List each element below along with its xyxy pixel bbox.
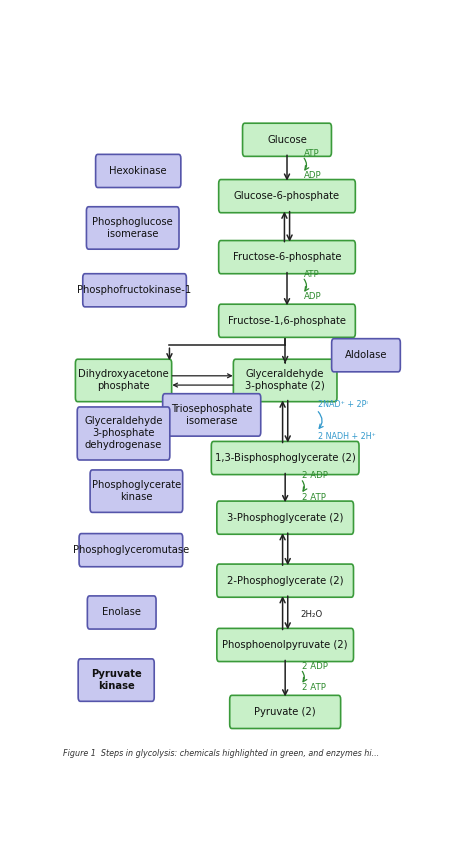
FancyBboxPatch shape — [211, 442, 359, 474]
Text: Glyceraldehyde
3-phosphate (2): Glyceraldehyde 3-phosphate (2) — [246, 369, 325, 392]
Text: Glucose: Glucose — [267, 135, 307, 145]
FancyBboxPatch shape — [77, 407, 170, 460]
FancyBboxPatch shape — [233, 359, 337, 402]
FancyBboxPatch shape — [219, 180, 356, 213]
Text: Glyceraldehyde
3-phosphate
dehydrogenase: Glyceraldehyde 3-phosphate dehydrogenase — [84, 417, 163, 450]
Text: 2NAD⁺ + 2Pᴵ: 2NAD⁺ + 2Pᴵ — [318, 400, 368, 410]
FancyBboxPatch shape — [217, 564, 354, 598]
Text: 2 NADH + 2H⁺: 2 NADH + 2H⁺ — [318, 431, 376, 441]
Text: ATP: ATP — [303, 149, 319, 158]
Text: 2 ADP: 2 ADP — [301, 662, 328, 671]
Text: ADP: ADP — [303, 293, 321, 301]
Text: Fructose-6-phosphate: Fructose-6-phosphate — [233, 252, 341, 262]
Text: 2 ADP: 2 ADP — [301, 472, 328, 480]
FancyBboxPatch shape — [90, 470, 182, 512]
FancyBboxPatch shape — [217, 629, 354, 661]
FancyBboxPatch shape — [243, 123, 331, 157]
FancyBboxPatch shape — [217, 501, 354, 534]
FancyBboxPatch shape — [79, 534, 182, 567]
FancyBboxPatch shape — [96, 154, 181, 188]
Text: 3-Phosphoglycerate (2): 3-Phosphoglycerate (2) — [227, 512, 343, 523]
Text: Aldolase: Aldolase — [345, 350, 387, 360]
Text: Figure 1  Steps in glycolysis: chemicals highlighted in green, and enzymes hi...: Figure 1 Steps in glycolysis: chemicals … — [63, 749, 379, 759]
FancyBboxPatch shape — [83, 274, 186, 307]
Text: Pyruvate (2): Pyruvate (2) — [255, 707, 316, 717]
Text: Phosphoglucose
isomerase: Phosphoglucose isomerase — [92, 217, 173, 239]
Text: Fructose-1,6-phosphate: Fructose-1,6-phosphate — [228, 316, 346, 325]
Text: 2 ATP: 2 ATP — [301, 684, 326, 692]
FancyBboxPatch shape — [78, 659, 154, 702]
FancyBboxPatch shape — [163, 393, 261, 437]
Text: ATP: ATP — [303, 269, 319, 279]
Text: Dihydroxyacetone
phosphate: Dihydroxyacetone phosphate — [78, 369, 169, 392]
Text: 2 ATP: 2 ATP — [301, 492, 326, 502]
Text: Glucose-6-phosphate: Glucose-6-phosphate — [234, 191, 340, 201]
Text: Pyruvate
kinase: Pyruvate kinase — [91, 669, 142, 691]
Text: Phosphofructokinase-1: Phosphofructokinase-1 — [77, 285, 191, 295]
FancyBboxPatch shape — [332, 338, 401, 372]
Text: Phosphoenolpyruvate (2): Phosphoenolpyruvate (2) — [222, 640, 348, 650]
Text: Enolase: Enolase — [102, 608, 141, 617]
FancyBboxPatch shape — [230, 696, 341, 728]
Text: 1,3-Bisphosphoglycerate (2): 1,3-Bisphosphoglycerate (2) — [215, 453, 356, 463]
Text: Triosephosphate
isomerase: Triosephosphate isomerase — [171, 404, 253, 426]
FancyBboxPatch shape — [219, 304, 356, 338]
Text: 2H₂O: 2H₂O — [300, 610, 322, 619]
Text: 2-Phosphoglycerate (2): 2-Phosphoglycerate (2) — [227, 576, 344, 585]
FancyBboxPatch shape — [86, 207, 179, 249]
Text: Phosphoglycerate
kinase: Phosphoglycerate kinase — [92, 480, 181, 502]
FancyBboxPatch shape — [75, 359, 172, 402]
Text: ADP: ADP — [303, 171, 321, 181]
FancyBboxPatch shape — [87, 596, 156, 629]
FancyBboxPatch shape — [219, 240, 356, 274]
Text: Phosphoglyceromutase: Phosphoglyceromutase — [73, 545, 189, 555]
Text: Hexokinase: Hexokinase — [109, 166, 167, 176]
